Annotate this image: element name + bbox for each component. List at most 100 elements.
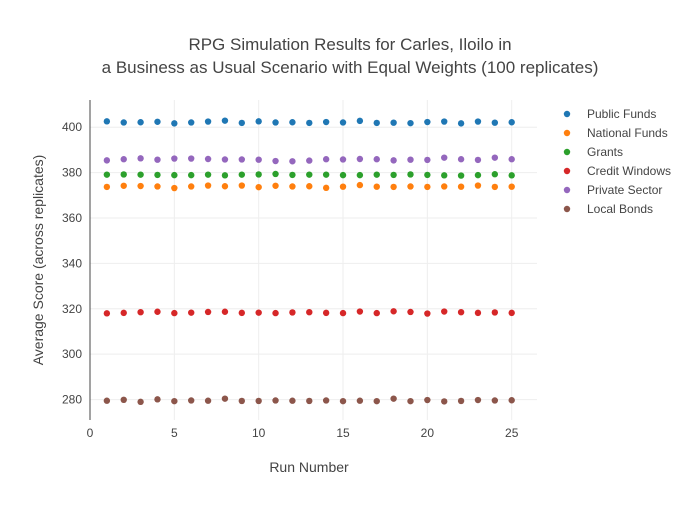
- point-grants[interactable]: [474, 171, 482, 179]
- point-private-sector[interactable]: [491, 154, 499, 161]
- point-credit-windows[interactable]: [306, 308, 313, 316]
- point-grants[interactable]: [508, 172, 515, 179]
- point-local-bonds[interactable]: [103, 397, 111, 404]
- point-credit-windows[interactable]: [120, 309, 127, 317]
- point-national-funds[interactable]: [221, 183, 229, 190]
- point-public-funds[interactable]: [137, 119, 144, 126]
- point-credit-windows[interactable]: [390, 308, 397, 315]
- point-grants[interactable]: [204, 171, 212, 178]
- point-private-sector[interactable]: [204, 155, 212, 163]
- point-public-funds[interactable]: [289, 119, 296, 126]
- point-grants[interactable]: [171, 171, 178, 179]
- legend-item[interactable]: Local Bonds: [563, 202, 653, 216]
- point-public-funds[interactable]: [103, 118, 111, 125]
- point-local-bonds[interactable]: [171, 397, 178, 405]
- point-grants[interactable]: [137, 171, 144, 178]
- point-public-funds[interactable]: [322, 118, 330, 126]
- point-local-bonds[interactable]: [474, 396, 482, 404]
- point-grants[interactable]: [103, 171, 111, 178]
- point-credit-windows[interactable]: [373, 309, 380, 317]
- point-national-funds[interactable]: [154, 183, 161, 190]
- point-national-funds[interactable]: [204, 182, 212, 189]
- point-public-funds[interactable]: [474, 118, 482, 125]
- legend[interactable]: Public Funds National Funds Grants Credit W…: [563, 107, 671, 216]
- point-local-bonds[interactable]: [356, 397, 364, 404]
- point-credit-windows[interactable]: [204, 308, 212, 316]
- point-private-sector[interactable]: [171, 155, 178, 162]
- point-grants[interactable]: [441, 172, 448, 179]
- point-credit-windows[interactable]: [356, 308, 364, 315]
- point-public-funds[interactable]: [457, 120, 465, 127]
- point-private-sector[interactable]: [441, 154, 448, 161]
- point-public-funds[interactable]: [238, 119, 246, 127]
- point-grants[interactable]: [322, 171, 330, 178]
- point-local-bonds[interactable]: [390, 395, 397, 402]
- point-grants[interactable]: [390, 171, 397, 179]
- point-local-bonds[interactable]: [508, 397, 515, 404]
- point-local-bonds[interactable]: [137, 398, 144, 406]
- point-grants[interactable]: [120, 171, 127, 178]
- point-grants[interactable]: [407, 171, 414, 178]
- point-grants[interactable]: [491, 171, 499, 178]
- point-local-bonds[interactable]: [120, 396, 127, 404]
- point-credit-windows[interactable]: [137, 308, 144, 316]
- point-credit-windows[interactable]: [491, 309, 499, 316]
- point-local-bonds[interactable]: [221, 395, 229, 402]
- point-national-funds[interactable]: [103, 183, 111, 191]
- point-public-funds[interactable]: [407, 119, 414, 127]
- point-national-funds[interactable]: [474, 182, 482, 189]
- point-credit-windows[interactable]: [339, 309, 347, 317]
- point-private-sector[interactable]: [474, 156, 482, 164]
- point-national-funds[interactable]: [272, 182, 279, 189]
- point-local-bonds[interactable]: [339, 397, 347, 405]
- point-national-funds[interactable]: [188, 183, 195, 190]
- point-public-funds[interactable]: [221, 117, 229, 124]
- point-local-bonds[interactable]: [407, 397, 414, 405]
- point-grants[interactable]: [373, 171, 380, 178]
- point-national-funds[interactable]: [306, 183, 313, 190]
- point-credit-windows[interactable]: [221, 308, 229, 315]
- point-national-funds[interactable]: [322, 184, 330, 192]
- point-private-sector[interactable]: [188, 155, 195, 162]
- point-national-funds[interactable]: [356, 181, 364, 189]
- point-national-funds[interactable]: [441, 183, 448, 190]
- point-grants[interactable]: [154, 171, 161, 179]
- point-public-funds[interactable]: [171, 120, 178, 127]
- point-local-bonds[interactable]: [441, 398, 448, 405]
- point-local-bonds[interactable]: [457, 397, 465, 405]
- point-national-funds[interactable]: [407, 183, 414, 190]
- point-private-sector[interactable]: [238, 156, 246, 163]
- point-local-bonds[interactable]: [272, 397, 279, 404]
- point-public-funds[interactable]: [306, 119, 313, 127]
- point-grants[interactable]: [306, 171, 313, 178]
- point-private-sector[interactable]: [356, 155, 364, 163]
- point-private-sector[interactable]: [322, 156, 330, 163]
- point-public-funds[interactable]: [356, 117, 364, 125]
- point-credit-windows[interactable]: [407, 308, 414, 316]
- point-grants[interactable]: [255, 171, 262, 178]
- point-local-bonds[interactable]: [424, 396, 431, 404]
- point-local-bonds[interactable]: [373, 397, 380, 405]
- point-public-funds[interactable]: [272, 119, 279, 126]
- point-local-bonds[interactable]: [238, 397, 246, 405]
- point-public-funds[interactable]: [491, 119, 499, 126]
- point-grants[interactable]: [424, 171, 431, 179]
- point-national-funds[interactable]: [238, 182, 246, 189]
- point-private-sector[interactable]: [339, 156, 347, 163]
- point-national-funds[interactable]: [120, 182, 127, 189]
- point-national-funds[interactable]: [171, 184, 178, 192]
- point-public-funds[interactable]: [204, 118, 212, 125]
- point-grants[interactable]: [221, 172, 229, 179]
- point-grants[interactable]: [457, 172, 465, 179]
- point-credit-windows[interactable]: [272, 309, 279, 317]
- point-grants[interactable]: [238, 171, 246, 178]
- legend-item[interactable]: Credit Windows: [563, 164, 671, 178]
- point-national-funds[interactable]: [373, 183, 380, 190]
- point-grants[interactable]: [188, 171, 195, 179]
- point-public-funds[interactable]: [441, 118, 448, 125]
- point-local-bonds[interactable]: [306, 397, 313, 405]
- point-credit-windows[interactable]: [474, 309, 482, 317]
- point-credit-windows[interactable]: [188, 309, 195, 316]
- point-public-funds[interactable]: [154, 118, 161, 125]
- point-national-funds[interactable]: [339, 183, 347, 190]
